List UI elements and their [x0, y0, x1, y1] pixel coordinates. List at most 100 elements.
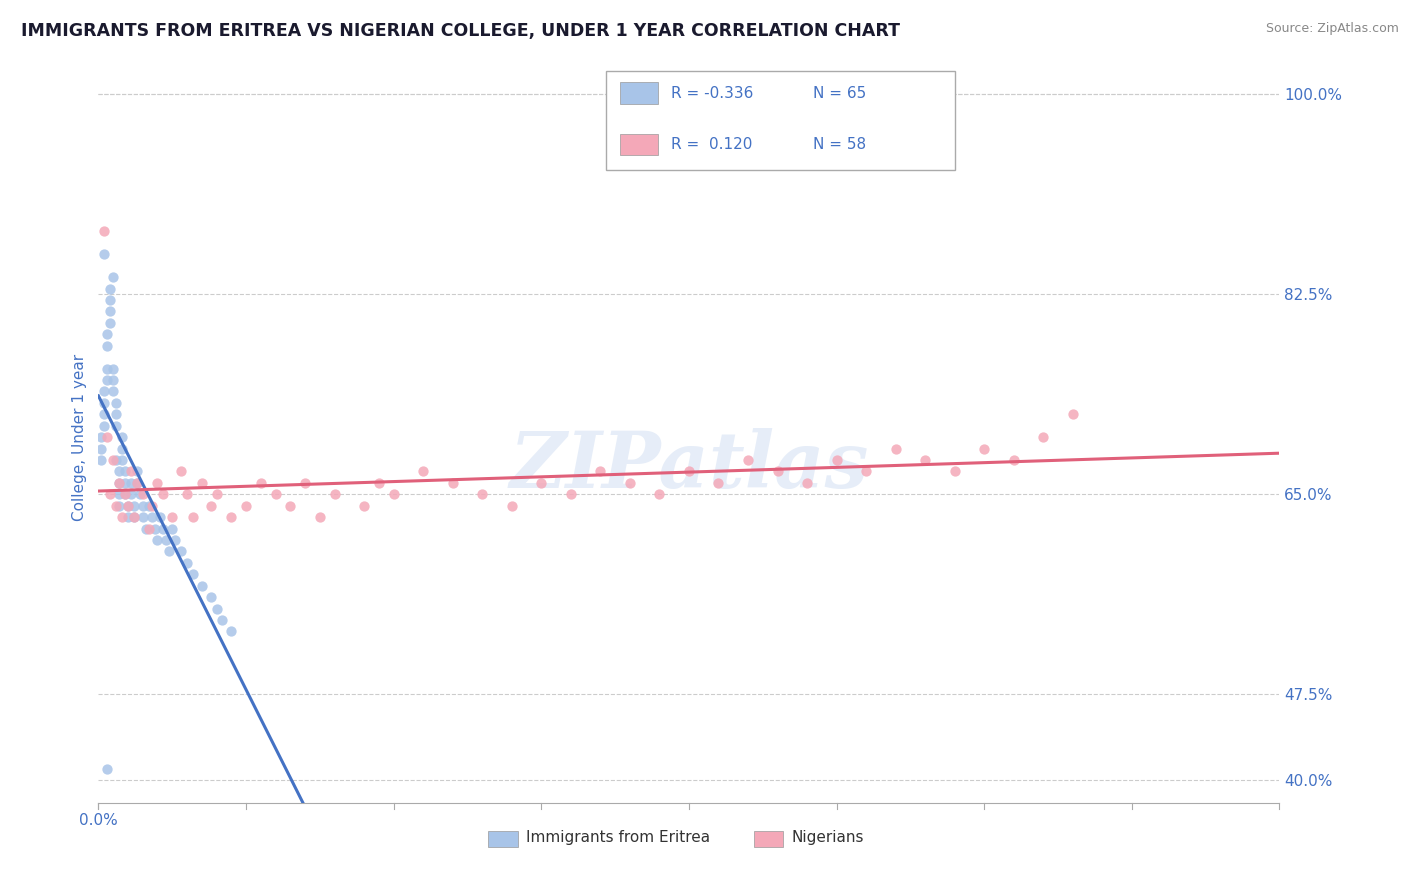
Point — [200, 499, 222, 513]
Point — [122, 510, 145, 524]
Point — [105, 418, 128, 433]
Point — [162, 521, 183, 535]
Point — [211, 613, 233, 627]
FancyBboxPatch shape — [620, 134, 658, 155]
Point — [181, 510, 204, 524]
Point — [914, 453, 936, 467]
Point — [138, 499, 160, 513]
Point — [294, 475, 316, 490]
Point — [120, 464, 142, 478]
Point — [278, 499, 302, 513]
Point — [111, 442, 134, 456]
Point — [530, 475, 553, 490]
Point — [98, 316, 121, 330]
Point — [93, 224, 115, 238]
Point — [96, 430, 118, 444]
Text: R =  0.120: R = 0.120 — [671, 137, 752, 152]
Point — [96, 361, 118, 376]
Text: IMMIGRANTS FROM ERITREA VS NIGERIAN COLLEGE, UNDER 1 YEAR CORRELATION CHART: IMMIGRANTS FROM ERITREA VS NIGERIAN COLL… — [21, 22, 900, 40]
Point — [93, 396, 115, 410]
Point — [176, 487, 198, 501]
Point — [219, 510, 242, 524]
Text: Source: ZipAtlas.com: Source: ZipAtlas.com — [1265, 22, 1399, 36]
Point — [105, 407, 128, 421]
Point — [323, 487, 346, 501]
Point — [205, 601, 228, 615]
Point — [103, 361, 125, 376]
Point — [108, 475, 131, 490]
Point — [855, 464, 877, 478]
Point — [108, 487, 131, 501]
Point — [149, 510, 172, 524]
Point — [943, 464, 966, 478]
Point — [108, 475, 131, 490]
Point — [111, 453, 134, 467]
Point — [589, 464, 612, 478]
Point — [122, 499, 145, 513]
FancyBboxPatch shape — [620, 82, 658, 104]
Text: ZIPatlas: ZIPatlas — [509, 428, 869, 505]
Point — [884, 442, 907, 456]
Point — [117, 499, 139, 513]
Point — [125, 464, 148, 478]
Point — [98, 281, 121, 295]
Point — [138, 521, 160, 535]
Point — [103, 384, 125, 399]
Point — [619, 475, 641, 490]
Point — [98, 304, 121, 318]
Point — [146, 533, 169, 547]
Point — [141, 510, 163, 524]
Point — [825, 453, 848, 467]
Point — [219, 624, 242, 639]
Point — [120, 475, 142, 490]
Point — [93, 384, 115, 399]
Text: N = 58: N = 58 — [813, 137, 866, 152]
Point — [766, 464, 789, 478]
Point — [441, 475, 464, 490]
Point — [111, 510, 134, 524]
Point — [90, 430, 112, 444]
Point — [250, 475, 273, 490]
Point — [108, 464, 131, 478]
Point — [165, 533, 187, 547]
Point — [96, 338, 118, 352]
Point — [125, 475, 148, 490]
Point — [111, 430, 134, 444]
Point — [98, 293, 121, 307]
Point — [132, 510, 155, 524]
Point — [105, 499, 128, 513]
FancyBboxPatch shape — [488, 830, 517, 847]
Point — [176, 556, 198, 570]
Point — [105, 453, 128, 467]
Point — [155, 533, 177, 547]
Point — [108, 499, 131, 513]
Point — [143, 521, 166, 535]
Text: N = 65: N = 65 — [813, 86, 866, 101]
Point — [264, 487, 287, 501]
Point — [707, 475, 730, 490]
Point — [117, 510, 139, 524]
Point — [141, 499, 163, 513]
Point — [191, 475, 214, 490]
Point — [114, 487, 136, 501]
Point — [114, 487, 136, 501]
Point — [368, 475, 391, 490]
Point — [125, 475, 148, 490]
Point — [412, 464, 434, 478]
Point — [103, 453, 125, 467]
Point — [96, 373, 118, 387]
Point — [90, 442, 112, 456]
Point — [93, 247, 115, 261]
Point — [560, 487, 582, 501]
Point — [1032, 430, 1054, 444]
Point — [93, 407, 115, 421]
Point — [678, 464, 700, 478]
Point — [382, 487, 405, 501]
Point — [309, 510, 332, 524]
Point — [152, 521, 174, 535]
Point — [96, 762, 118, 776]
Point — [135, 521, 157, 535]
Point — [170, 464, 193, 478]
FancyBboxPatch shape — [606, 71, 955, 170]
Point — [353, 499, 375, 513]
